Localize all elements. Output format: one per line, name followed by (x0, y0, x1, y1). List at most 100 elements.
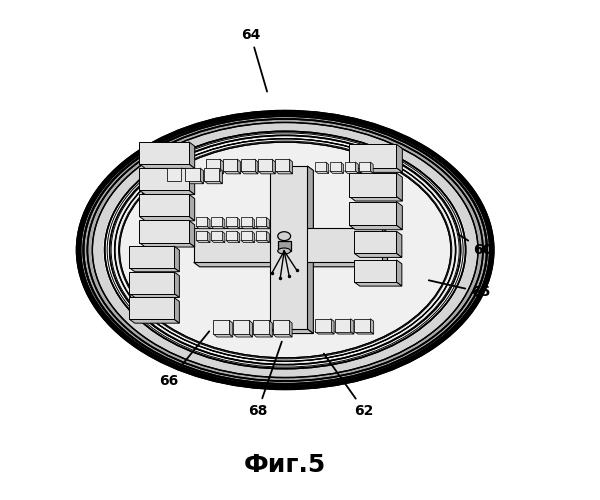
Polygon shape (219, 168, 223, 184)
Polygon shape (214, 334, 233, 337)
Polygon shape (326, 162, 329, 173)
Polygon shape (251, 231, 254, 242)
Polygon shape (194, 262, 388, 267)
Polygon shape (315, 171, 329, 173)
Polygon shape (233, 320, 249, 334)
Polygon shape (130, 268, 179, 272)
Polygon shape (349, 168, 403, 172)
Polygon shape (196, 226, 210, 228)
Polygon shape (130, 294, 179, 298)
Polygon shape (200, 168, 203, 184)
Polygon shape (130, 272, 174, 293)
Polygon shape (204, 181, 223, 184)
Polygon shape (211, 226, 225, 228)
Polygon shape (207, 218, 210, 228)
Polygon shape (349, 144, 397, 168)
Polygon shape (289, 320, 292, 337)
Polygon shape (370, 162, 373, 173)
Polygon shape (275, 159, 289, 171)
Polygon shape (237, 231, 239, 242)
Polygon shape (211, 240, 225, 242)
Polygon shape (233, 334, 253, 337)
Polygon shape (253, 334, 272, 337)
Polygon shape (189, 168, 194, 194)
Polygon shape (315, 318, 331, 332)
Polygon shape (229, 320, 233, 337)
Polygon shape (307, 166, 313, 334)
Polygon shape (139, 216, 194, 221)
Ellipse shape (278, 232, 290, 240)
Polygon shape (139, 220, 189, 242)
Polygon shape (207, 231, 210, 242)
Polygon shape (341, 162, 344, 173)
Polygon shape (359, 162, 370, 171)
Polygon shape (355, 332, 374, 334)
Polygon shape (272, 159, 275, 174)
Text: 65: 65 (429, 280, 490, 299)
Polygon shape (226, 231, 237, 240)
Polygon shape (266, 218, 269, 228)
Polygon shape (130, 319, 179, 323)
Polygon shape (331, 318, 334, 334)
Polygon shape (167, 181, 185, 184)
Polygon shape (266, 231, 269, 242)
Polygon shape (211, 231, 222, 240)
Polygon shape (355, 254, 402, 258)
Polygon shape (370, 318, 374, 334)
Ellipse shape (73, 106, 498, 394)
Polygon shape (355, 162, 358, 173)
Polygon shape (273, 320, 289, 334)
Polygon shape (194, 228, 382, 262)
Polygon shape (278, 240, 290, 251)
Polygon shape (185, 168, 200, 181)
Polygon shape (241, 226, 254, 228)
Polygon shape (222, 218, 225, 228)
Polygon shape (355, 260, 397, 282)
Polygon shape (174, 298, 179, 323)
Polygon shape (189, 142, 194, 169)
Polygon shape (349, 202, 397, 226)
Polygon shape (355, 318, 370, 332)
Polygon shape (335, 318, 350, 332)
Polygon shape (397, 173, 403, 201)
Polygon shape (241, 171, 258, 174)
Ellipse shape (122, 144, 448, 356)
Polygon shape (344, 162, 355, 171)
Polygon shape (181, 168, 185, 184)
Polygon shape (397, 202, 403, 230)
Polygon shape (251, 218, 254, 228)
Polygon shape (359, 171, 373, 173)
Polygon shape (222, 231, 225, 242)
Polygon shape (211, 218, 222, 226)
Text: 60: 60 (458, 234, 493, 257)
Polygon shape (139, 190, 194, 194)
Ellipse shape (92, 122, 478, 378)
Polygon shape (241, 240, 254, 242)
Text: Фиг.5: Фиг.5 (244, 453, 326, 477)
Polygon shape (189, 220, 194, 247)
Polygon shape (254, 159, 258, 174)
Polygon shape (271, 166, 307, 329)
Polygon shape (226, 226, 239, 228)
Ellipse shape (278, 248, 290, 254)
Polygon shape (185, 181, 203, 184)
Ellipse shape (103, 130, 467, 370)
Polygon shape (258, 171, 275, 174)
Ellipse shape (106, 132, 464, 368)
Polygon shape (329, 162, 341, 171)
Polygon shape (275, 171, 293, 174)
Polygon shape (196, 240, 210, 242)
Polygon shape (223, 171, 241, 174)
Polygon shape (349, 226, 403, 230)
Polygon shape (226, 240, 239, 242)
Polygon shape (349, 196, 403, 201)
Ellipse shape (91, 122, 479, 378)
Polygon shape (241, 231, 251, 240)
Polygon shape (196, 231, 207, 240)
Polygon shape (344, 171, 358, 173)
Polygon shape (237, 218, 239, 228)
Polygon shape (189, 194, 194, 221)
Ellipse shape (77, 112, 493, 388)
Polygon shape (355, 231, 397, 254)
Polygon shape (206, 171, 223, 174)
